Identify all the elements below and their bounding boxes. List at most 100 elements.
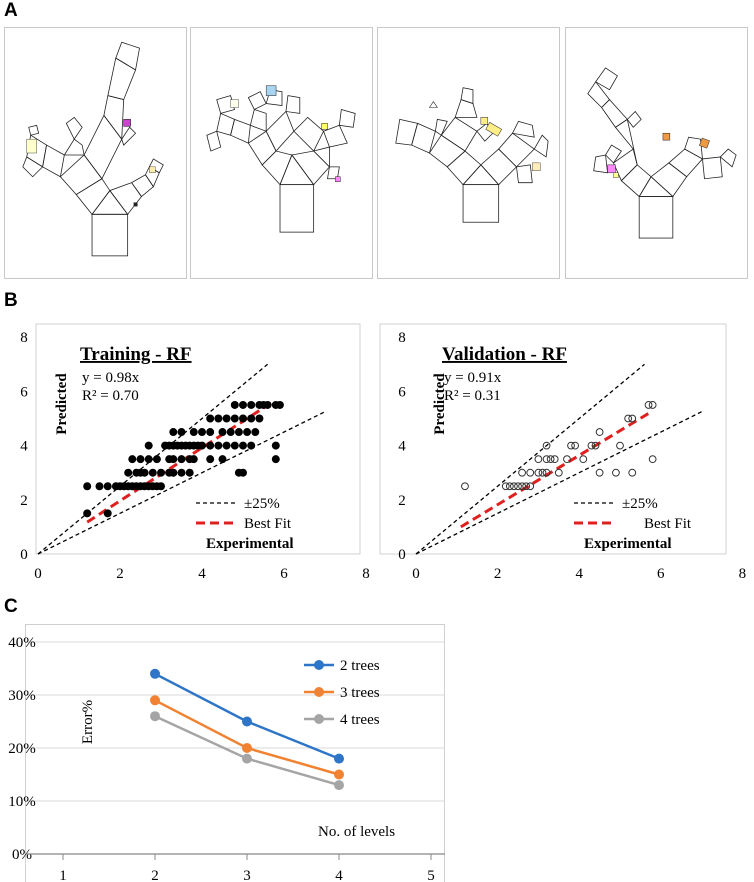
data-point xyxy=(255,414,264,423)
x-tick-label: 6 xyxy=(657,566,665,578)
tree-image-2 xyxy=(190,27,373,279)
x-tick-label: 2 xyxy=(116,566,124,578)
upper-25-line xyxy=(37,363,269,555)
panel-label-b: B xyxy=(4,290,18,311)
data-point xyxy=(518,482,526,491)
data-point xyxy=(542,468,551,477)
data-point xyxy=(587,441,596,450)
legend-label: 2 trees xyxy=(340,658,380,674)
tree-diagram-4 xyxy=(587,67,737,239)
data-point xyxy=(144,455,153,464)
data-point xyxy=(128,455,137,464)
data-point xyxy=(218,428,227,437)
x-tick-label: 8 xyxy=(739,566,747,578)
data-point xyxy=(206,414,215,423)
y-tick-label: 6 xyxy=(398,384,406,400)
y-axis-label: Predicted xyxy=(432,373,448,435)
data-point xyxy=(198,441,206,450)
error-line-chart: 0% 10% 20% 30% 40% 1 2 3 4 5 Error% No. of levels… xyxy=(8,635,445,882)
x-axis-label: Experimental xyxy=(584,536,672,552)
data-point xyxy=(514,482,522,491)
data-point xyxy=(591,441,600,450)
x-axis-label: No. of levels xyxy=(318,824,395,840)
panel-label-c: C xyxy=(4,596,18,617)
data-point xyxy=(169,455,178,464)
data-point xyxy=(526,468,535,477)
legend-marker xyxy=(314,714,324,724)
data-point xyxy=(222,414,231,423)
series-point xyxy=(150,711,160,722)
x-tick-label: 4 xyxy=(335,868,343,882)
data-point xyxy=(628,414,637,423)
data-point xyxy=(206,428,215,437)
data-point xyxy=(136,455,145,464)
data-point xyxy=(522,482,531,491)
data-point xyxy=(169,428,178,437)
data-point xyxy=(189,428,198,437)
upper-25-line xyxy=(415,363,645,555)
data-point xyxy=(510,482,518,491)
training-scatter-chart: 0 2 4 6 8 0 2 4 6 8 Training - RF y = 0.98x R² = … xyxy=(20,323,370,578)
legend-label: 3 trees xyxy=(340,685,380,701)
x-tick-label: 8 xyxy=(362,566,370,578)
y-tick-label: 8 xyxy=(20,330,28,346)
y-axis-label: Error% xyxy=(80,700,96,744)
data-point xyxy=(648,401,657,409)
data-point xyxy=(198,428,206,437)
x-tick-label: 2 xyxy=(151,868,159,882)
data-point xyxy=(177,455,186,464)
data-point xyxy=(461,482,469,491)
chart-title: Training - RF xyxy=(80,344,192,365)
y-tick-label: 10% xyxy=(8,794,36,810)
data-point xyxy=(230,414,239,423)
legend-marker xyxy=(314,660,324,670)
x-tick-label: 1 xyxy=(59,868,67,882)
data-point xyxy=(534,468,543,477)
series-point xyxy=(242,753,252,764)
data-point xyxy=(505,482,514,491)
data-point xyxy=(546,455,555,464)
chart-title: Validation - RF xyxy=(442,344,567,365)
x-tick-label: 5 xyxy=(427,868,435,882)
data-point xyxy=(579,455,588,464)
y-tick-label: 0% xyxy=(12,847,32,863)
data-point xyxy=(239,441,247,450)
y-tick-label: 4 xyxy=(398,439,406,455)
validation-scatter-chart: 0 2 4 6 8 0 2 4 6 8 Validation - RF y = 0.91x R² … xyxy=(379,323,747,578)
data-point xyxy=(571,441,580,450)
tree-image-1 xyxy=(4,27,187,279)
data-point xyxy=(189,455,198,464)
data-point xyxy=(275,400,284,409)
data-point xyxy=(542,455,551,464)
data-point xyxy=(567,441,575,450)
data-point xyxy=(243,428,252,437)
data-point xyxy=(222,441,231,450)
y-tick-label: 40% xyxy=(8,635,36,651)
data-point xyxy=(616,441,624,450)
data-point xyxy=(206,441,215,450)
series-point xyxy=(334,753,344,764)
data-point xyxy=(144,441,153,450)
y-tick-label: 30% xyxy=(8,688,36,704)
y-axis-label: Predicted xyxy=(54,373,70,435)
series-point xyxy=(150,668,160,679)
x-tick-label: 6 xyxy=(280,566,288,578)
y-tick-label: 20% xyxy=(8,741,36,757)
data-point xyxy=(595,428,604,436)
data-point xyxy=(95,482,104,491)
data-point xyxy=(234,428,243,437)
data-point xyxy=(612,468,620,477)
data-point xyxy=(595,468,604,477)
legend-label: 4 trees xyxy=(340,712,380,728)
data-point xyxy=(251,428,260,437)
data-point xyxy=(157,482,165,491)
data-point xyxy=(263,400,272,409)
equation-label: y = 0.91x xyxy=(444,370,502,386)
y-tick-label: 0 xyxy=(398,547,406,563)
tree-image-4 xyxy=(565,27,748,279)
data-point xyxy=(644,401,653,409)
data-point xyxy=(247,400,256,409)
data-point xyxy=(214,414,223,423)
x-tick-label: 2 xyxy=(494,566,502,578)
data-point xyxy=(218,455,227,464)
